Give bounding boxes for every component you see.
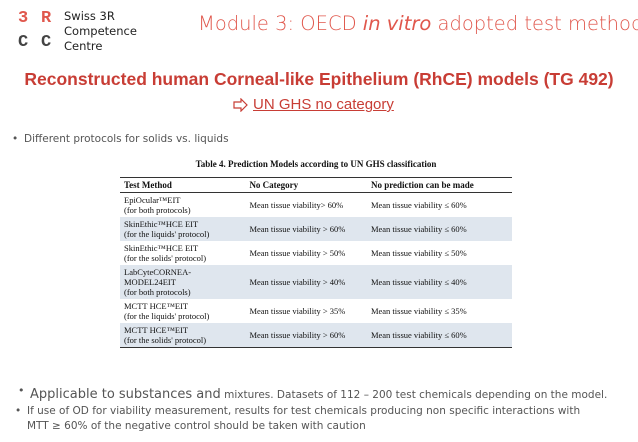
cell-line: (for both protocols) [124,287,191,297]
cell-line: (for the liquids' protocol) [124,311,210,321]
title-italic: in vitro [362,12,432,35]
table-cell: Mean tissue viability ≤ 60% [366,323,512,348]
slide-title: Module 3: OECD in vitro adopted test met… [198,12,638,35]
cell-line: (for the solids' protocol) [124,335,207,345]
table-cell: Mean tissue viability> 60% [249,200,344,210]
logo-line: Centre [64,39,103,53]
table-cell: Mean tissue viability > 60% [245,323,367,348]
table-cell: LabCyteCORNEA- MODEL24EIT (for both protoc… [120,265,246,299]
table-cell: EpiOcular™EIT (for both protocols) [120,193,245,218]
table-cell: Mean tissue viability > 50% [249,248,346,258]
table-cell: Mean tissue viability > 35% [249,306,346,316]
title-part: Module 3: OECD [198,12,363,35]
header-cell: Test Method [120,177,246,193]
bullet: • Applicable to substances and mixtures.… [18,384,608,402]
table-cell: SkinEthic™HCE EIT (for the liquids' proto… [120,217,246,241]
highlight: UN GHS no category [253,96,394,113]
cell-line: SkinEthic™HCE EIT [124,219,199,229]
table-cell: Mean tissue viability > 40% [245,265,367,299]
table-row: SkinEthic™HCE EIT (for the liquids' proto… [120,217,512,241]
logo-letter: R [41,9,52,28]
logo-letter: 3 [18,9,29,28]
logo-line: Competence [64,24,137,38]
table-cell: MCTT HCE™EIT (for the liquids' protocol) [120,299,245,323]
bullet: Different protocols for solids vs. liqui… [12,133,229,145]
bullet-text: Applicable to substances and [30,387,221,402]
table-cell: Mean tissue viability > 60% [245,217,367,241]
highlight-line: UN GHS no category [233,96,394,113]
cell-line: MCTT HCE™EIT [124,325,189,335]
table-row: LabCyteCORNEA- MODEL24EIT (for both protoc… [120,265,512,299]
table: Test Method No Category No prediction ca… [120,177,512,348]
logo-letter: C [41,33,52,52]
table-header: Test Method No Category No prediction ca… [120,177,512,193]
table-cell: MCTT HCE™EIT (for the solids' protocol) [120,323,246,348]
arrow-icon [233,98,248,112]
cell-line: EpiOcular™EIT [124,195,181,205]
table-row: SkinEthic™HCE EIT (for the solids' protoc… [120,241,512,265]
table-row: MCTT HCE™EIT (for the liquids' protocol) M… [120,299,512,323]
table-cell: Mean tissue viability ≤ 40% [366,265,512,299]
logo-line: Swiss 3R [64,9,115,23]
cell-line: MODEL24EIT [124,277,176,287]
bullet-text: mixtures. Datasets of 112 – 200 test che… [220,389,608,401]
cell-line: MCTT HCE™EIT [124,301,189,311]
table-figure: Table 4. Prediction Models according to … [120,159,512,348]
table-cell: Mean tissue viability ≤ 60% [366,217,512,241]
table-row: EpiOcular™EIT (for both protocols) Mean ti… [120,193,512,218]
bullet-line: If use of OD for viability measurement, … [27,405,581,417]
table-cell: Mean tissue viability ≤ 35% [370,306,467,316]
table-cell: Mean tissue viability ≤ 50% [370,248,467,258]
header-cell: No prediction can be made [366,177,512,193]
bullet: • If use of OD for viability measurement… [15,405,581,432]
table-cell: SkinEthic™HCE EIT (for the solids' protoc… [120,241,245,265]
table-row: MCTT HCE™EIT (for the solids' protocol) Me… [120,323,512,348]
table-caption: Table 4. Prediction Models according to … [195,159,437,169]
cell-line: (for both protocols) [124,205,191,215]
subtitle: Reconstructed human Corneal-like Epithel… [24,69,614,89]
cell-line: (for the solids' protocol) [124,253,207,263]
header-cell: No Category [245,177,367,193]
title-part: adopted test methods [431,12,638,35]
logo-letter: C [18,33,29,52]
bullet-line: MTT ≥ 60% of the negative control should… [27,420,366,432]
logo-text: Swiss 3R Competence Centre [64,9,137,54]
table-cell: Mean tissue viability ≤ 60% [370,200,467,210]
cell-line: SkinEthic™HCE EIT [124,243,199,253]
cell-line: LabCyteCORNEA- [124,267,192,277]
cell-line: (for the liquids' protocol) [124,229,210,239]
